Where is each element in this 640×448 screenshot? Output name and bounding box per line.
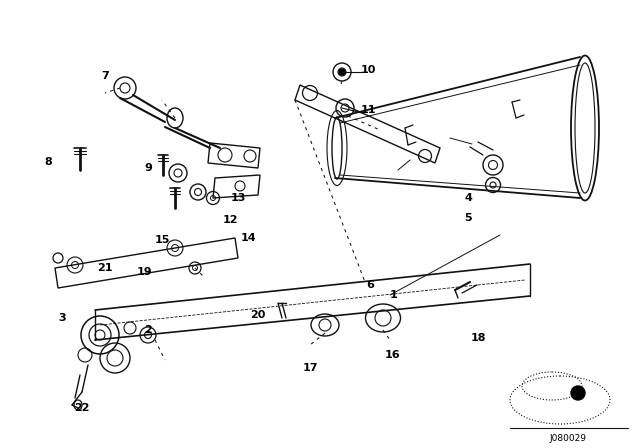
Text: 12: 12 (222, 215, 237, 225)
Text: 8: 8 (44, 157, 52, 167)
Text: 19: 19 (137, 267, 153, 277)
Text: 17: 17 (302, 363, 317, 373)
Text: 4: 4 (464, 193, 472, 203)
Circle shape (571, 386, 585, 400)
Text: 16: 16 (384, 350, 400, 360)
Text: 5: 5 (464, 213, 472, 223)
Text: 7: 7 (101, 71, 109, 81)
Text: J080029: J080029 (550, 434, 586, 443)
Text: 20: 20 (250, 310, 266, 320)
Text: 15: 15 (154, 235, 170, 245)
Circle shape (339, 69, 345, 75)
Text: 18: 18 (470, 333, 486, 343)
Text: 21: 21 (97, 263, 113, 273)
Text: 1: 1 (390, 290, 398, 300)
Text: 14: 14 (240, 233, 256, 243)
Text: 9: 9 (144, 163, 152, 173)
Text: 13: 13 (230, 193, 246, 203)
Text: 3: 3 (58, 313, 66, 323)
Text: 11: 11 (360, 105, 376, 115)
Text: 10: 10 (360, 65, 376, 75)
Text: 22: 22 (74, 403, 90, 413)
Text: 2: 2 (144, 325, 152, 335)
Text: 6: 6 (366, 280, 374, 290)
